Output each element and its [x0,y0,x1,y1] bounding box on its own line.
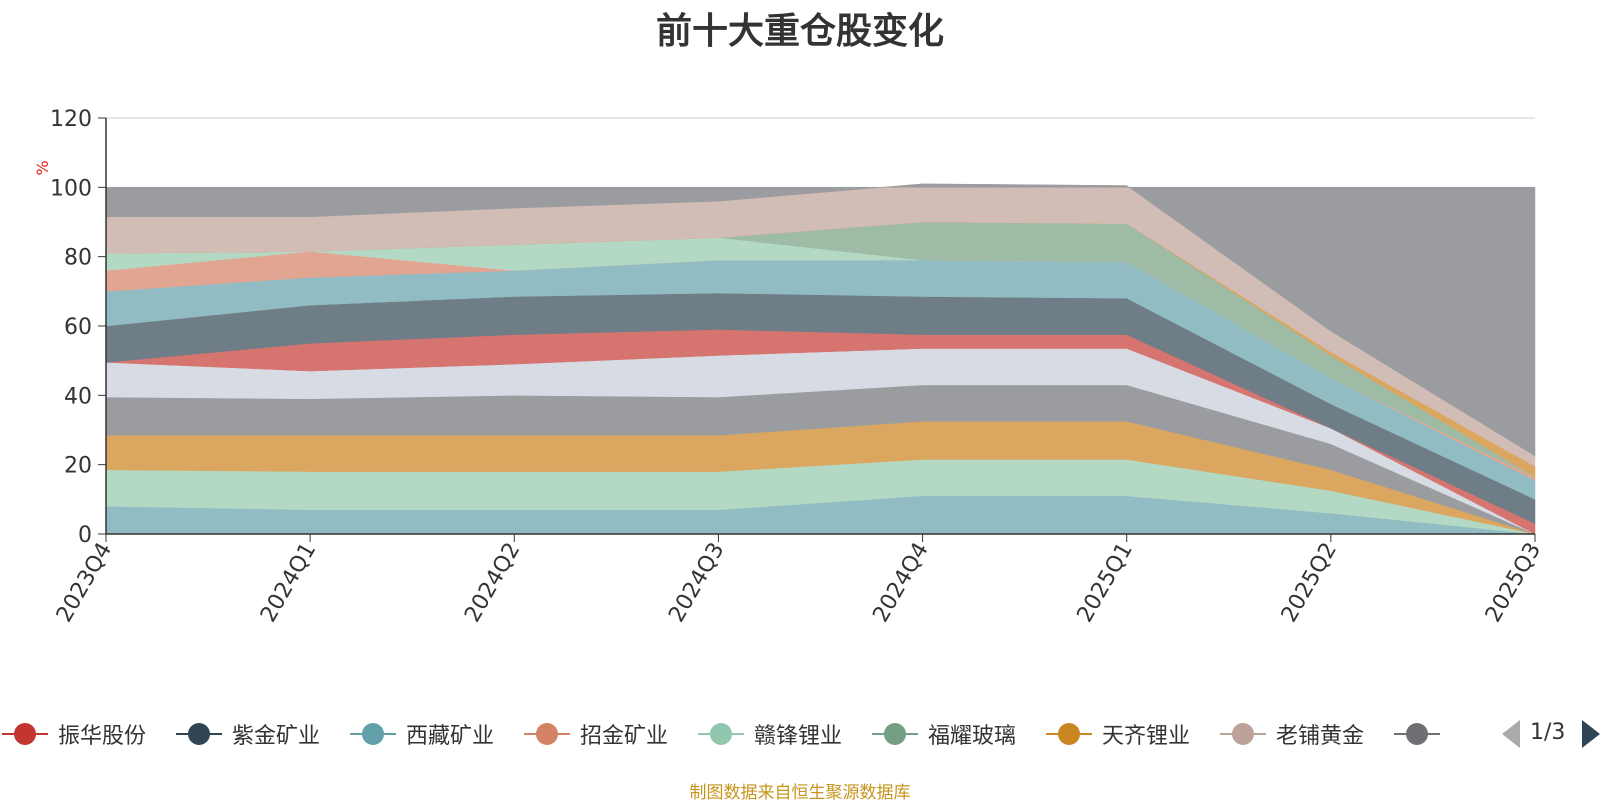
legend-marker-icon [350,723,396,745]
y-tick-labels: 0 20 40 60 80 100 120 [50,107,106,548]
stacked-area-chart: 0 20 40 60 80 100 120 2023Q4 2024Q1 2024Q2 2024Q3… [33,107,1546,627]
legend-marker-icon [2,723,48,745]
area-series [105,183,1536,535]
legend-item[interactable]: 天齐锂业 [1044,716,1190,752]
legend-item[interactable]: 紫金矿业 [174,716,320,752]
legend-marker-icon [1220,723,1266,745]
y-tick-label: 80 [64,246,92,271]
y-tick-label: 100 [50,176,92,201]
legend-item[interactable]: 振华股份 [0,716,146,752]
legend-next-icon[interactable] [1582,720,1600,748]
legend: 振华股份 紫金矿业 西藏矿业 招金矿业 赣锋锂业 福耀玻璃 天齐锂业 老铺黄金 [0,716,1500,752]
legend-item[interactable]: 福耀玻璃 [870,716,1016,752]
y-tick-label: 0 [78,523,92,548]
y-tick-label: 120 [50,107,92,132]
y-tick-label: 60 [64,315,92,340]
legend-prev-icon[interactable] [1502,720,1520,748]
legend-item[interactable] [1392,716,1442,752]
x-tick-label: 2025Q3 [1481,539,1546,627]
legend-pager: 1/3 [1500,716,1600,752]
legend-label: 福耀玻璃 [928,724,1017,749]
legend-label: 天齐锂业 [1102,724,1191,749]
x-tick-label: 2024Q4 [868,539,933,627]
legend-label: 西藏矿业 [406,724,495,749]
legend-item[interactable]: 赣锋锂业 [696,716,842,752]
x-tick-label: 2024Q3 [664,539,729,627]
x-tick-label: 2024Q1 [256,539,321,627]
area-remainder [105,183,1536,457]
x-tick-label: 2025Q2 [1277,539,1342,627]
legend-marker-icon [698,723,744,745]
legend-item[interactable]: 老铺黄金 [1218,716,1364,752]
x-tick-labels: 2023Q4 2024Q1 2024Q2 2024Q3 2024Q4 2025Q1 2025… [52,534,1546,627]
legend-label: 老铺黄金 [1276,724,1365,749]
legend-marker-icon [872,723,918,745]
legend-item[interactable]: 招金矿业 [522,716,668,752]
y-tick-label: 20 [64,454,92,479]
y-tick-label: 40 [64,384,92,409]
x-tick-label: 2024Q2 [460,539,525,627]
legend-marker-icon [1394,723,1440,745]
chart-title: 前十大重仓股变化 [655,11,944,52]
legend-label: 招金矿业 [580,724,669,749]
legend-label: 赣锋锂业 [754,724,843,749]
source-note: 制图数据来自恒生聚源数据库 [689,783,911,803]
legend-label: 振华股份 [58,724,147,749]
legend-item[interactable]: 西藏矿业 [348,716,494,752]
legend-marker-icon [524,723,570,745]
legend-marker-icon [1046,723,1092,745]
x-tick-label: 2023Q4 [52,539,117,627]
legend-marker-icon [176,723,222,745]
legend-page-indicator: 1/3 [1530,720,1566,745]
x-tick-label: 2025Q1 [1073,539,1138,627]
y-axis-label: % [33,160,52,175]
legend-label: 紫金矿业 [232,724,321,749]
